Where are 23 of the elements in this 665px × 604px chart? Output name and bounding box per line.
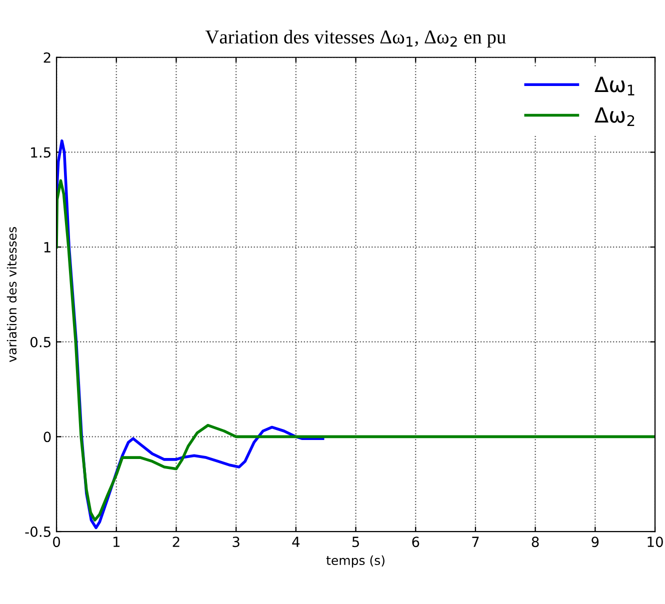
chart-title: Variation des vitesses Δω$_{1}$, Δω$_{2}$ en pu xyxy=(205,30,506,48)
x-tick-label: 3 xyxy=(232,536,240,548)
x-tick-label: 5 xyxy=(352,536,359,548)
x-tick-label: 6 xyxy=(412,536,420,548)
legend-label: Δω$_{2}$ xyxy=(594,107,634,126)
x-tick-label: 2 xyxy=(172,536,180,547)
y-tick-label: 2 xyxy=(44,52,50,63)
x-tick-label: 1 xyxy=(113,536,120,547)
legend-label: Δω$_{1}$ xyxy=(594,76,634,96)
x-tick-label: 9 xyxy=(592,536,599,548)
x-tick-label: 8 xyxy=(532,536,539,548)
y-axis-title: variation des vitesses xyxy=(6,227,17,362)
y-tick-label: 0 xyxy=(44,432,51,442)
y-tick-label: 0.5 xyxy=(30,336,50,348)
x-tick-label: 4 xyxy=(292,536,300,547)
y-tick-label: 1.5 xyxy=(31,147,50,158)
x-axis-title: temps (s) xyxy=(326,555,384,568)
y-tick-label: -0.5 xyxy=(25,526,50,537)
x-tick-label: 10 xyxy=(648,536,663,548)
x-tick-label: 7 xyxy=(472,536,479,547)
line-series xyxy=(56,179,656,522)
x-tick-label: 0 xyxy=(53,536,60,548)
y-tick-label: 1 xyxy=(44,242,50,252)
